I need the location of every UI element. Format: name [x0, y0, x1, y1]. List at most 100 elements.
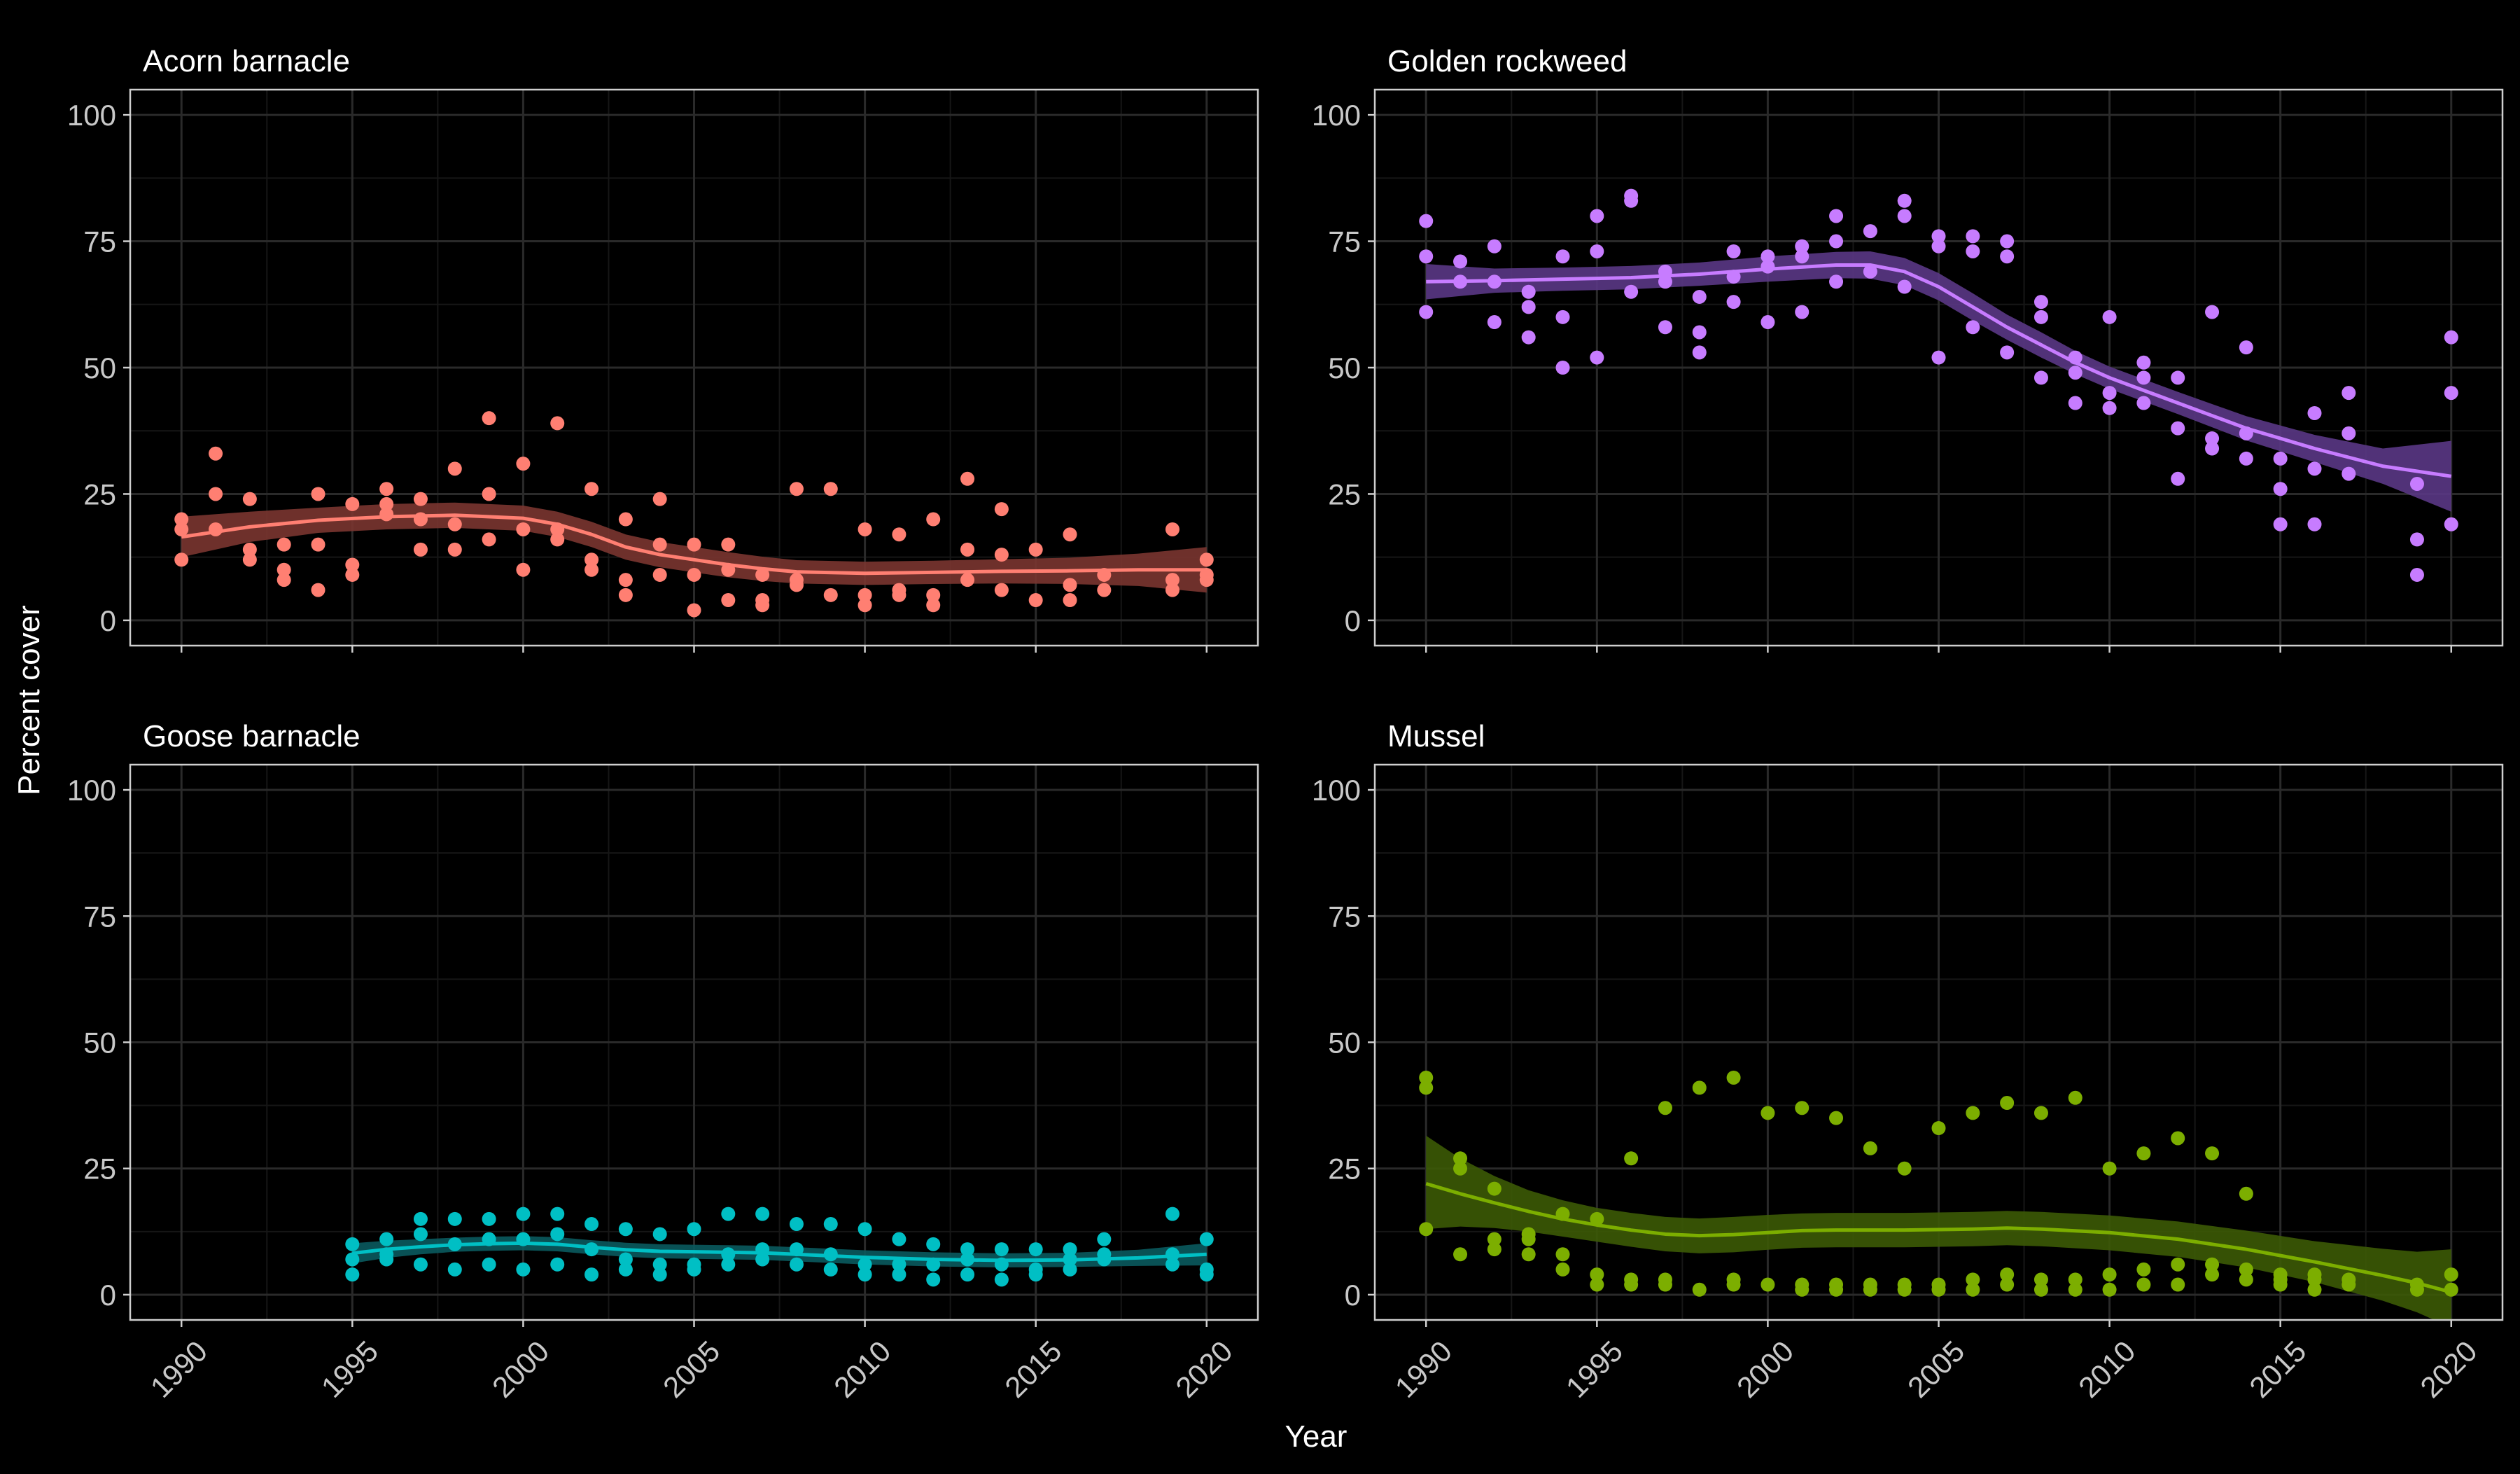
data-point [1590, 1211, 1604, 1226]
data-point [721, 593, 736, 608]
data-point [482, 487, 496, 501]
data-point [2342, 386, 2356, 401]
data-point [926, 512, 941, 527]
data-point [858, 587, 872, 602]
data-point [2205, 305, 2220, 319]
data-point [1658, 320, 1672, 335]
panel-title: Acorn barnacle [143, 44, 350, 78]
data-point [2171, 1257, 2185, 1272]
data-point [1966, 1282, 1980, 1297]
data-point [174, 522, 189, 536]
data-point [1028, 593, 1043, 608]
data-point [687, 1222, 701, 1237]
data-point [2409, 1282, 2424, 1297]
data-point [1453, 1151, 1468, 1166]
data-point [413, 1257, 428, 1272]
data-point [926, 598, 941, 613]
data-point [1199, 1232, 1214, 1246]
data-point [2171, 471, 2185, 486]
data-point [1555, 310, 1570, 324]
y-tick-label: 50 [83, 1027, 116, 1059]
data-point [2307, 517, 2322, 531]
data-point [242, 542, 257, 557]
data-point [516, 1207, 531, 1221]
data-point [1419, 1080, 1434, 1095]
data-point [994, 548, 1009, 562]
data-point [413, 1211, 428, 1226]
data-point [174, 552, 189, 567]
data-point [1555, 361, 1570, 375]
data-point [2205, 1257, 2220, 1272]
data-point [345, 1267, 360, 1282]
data-point [2000, 345, 2015, 360]
data-point [1555, 1247, 1570, 1262]
data-point [2239, 1262, 2253, 1277]
data-point [1829, 234, 1844, 249]
data-point [858, 1222, 872, 1237]
data-point [1829, 209, 1844, 223]
data-point [1795, 1101, 1809, 1115]
data-point [2444, 330, 2458, 345]
data-point [2239, 451, 2253, 466]
data-point [242, 492, 257, 506]
data-point [2033, 1106, 2048, 1120]
y-tick-label: 50 [1328, 1027, 1361, 1059]
data-point [1199, 552, 1214, 567]
data-point [447, 1211, 462, 1226]
panel: Acorn barnacle 0 25 50 75 100 [67, 44, 1259, 653]
data-point [2033, 295, 2048, 310]
data-point [2171, 421, 2185, 436]
data-point [2171, 1131, 2185, 1146]
data-point [345, 567, 360, 582]
data-point [2273, 482, 2288, 496]
data-point [584, 1267, 599, 1282]
data-point [652, 567, 667, 582]
data-point [823, 587, 838, 602]
data-point [1199, 573, 1214, 587]
data-point [2239, 1272, 2253, 1287]
data-point [2102, 386, 2117, 401]
data-point [755, 1252, 770, 1267]
data-point [960, 1267, 975, 1282]
y-tick-label: 25 [83, 1153, 116, 1186]
data-point [2068, 366, 2082, 380]
data-point [311, 537, 326, 552]
data-point [2409, 567, 2424, 582]
data-point [2000, 1096, 2015, 1111]
data-point [2273, 517, 2288, 531]
data-point [892, 1267, 906, 1282]
data-point [755, 1207, 770, 1221]
data-point [1624, 193, 1639, 208]
data-point [1063, 578, 1077, 592]
data-point [1453, 1247, 1468, 1262]
data-point [960, 1242, 975, 1257]
data-point [584, 1217, 599, 1232]
data-point [242, 552, 257, 567]
data-point [1726, 244, 1741, 258]
data-point [960, 573, 975, 587]
data-point [413, 542, 428, 557]
panel-title: Mussel [1387, 719, 1485, 753]
data-point [892, 527, 906, 542]
data-point [687, 567, 701, 582]
data-point [209, 446, 223, 461]
data-point [2409, 532, 2424, 547]
data-point [345, 1237, 360, 1251]
data-point [2033, 1272, 2048, 1287]
data-point [1487, 239, 1502, 253]
data-point [1453, 254, 1468, 269]
data-point [1521, 300, 1536, 314]
data-point [2205, 1146, 2220, 1161]
data-point [2033, 370, 2048, 385]
data-point [1726, 1070, 1741, 1085]
data-point [1555, 1262, 1570, 1277]
data-point [1829, 274, 1844, 289]
data-point [789, 1217, 804, 1232]
data-point [1966, 1106, 1980, 1120]
data-point [618, 1252, 633, 1267]
y-tick-label: 75 [83, 900, 116, 933]
data-point [1063, 527, 1077, 542]
data-point [1863, 264, 1877, 279]
data-point [2102, 1161, 2117, 1176]
